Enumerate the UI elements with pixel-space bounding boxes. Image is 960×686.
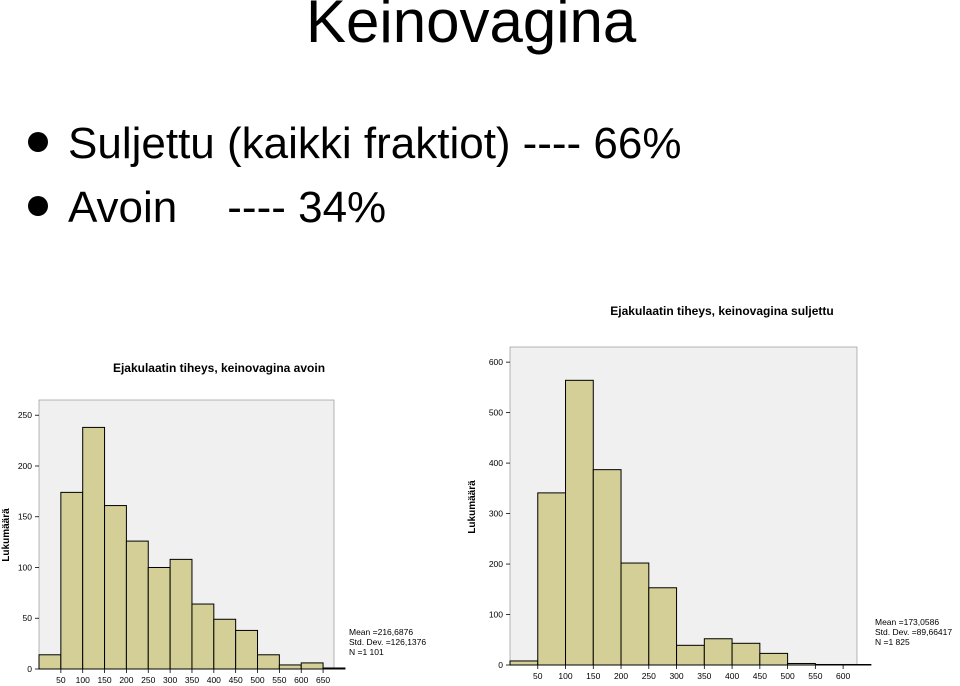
- y-tick-label: 50: [23, 613, 33, 623]
- chart-title: Ejakulaatin tiheys, keinovagina suljettu: [610, 304, 833, 318]
- y-tick-label: 100: [489, 610, 503, 620]
- x-tick-label: 500: [250, 675, 264, 685]
- histogram-bar: [213, 618, 237, 670]
- x-tick-label: 300: [163, 675, 177, 685]
- histogram-open: Ejakulaatin tiheys, keinovagina avoin Lu…: [1, 361, 426, 685]
- x-tick-label: 150: [97, 675, 111, 685]
- histogram-bar: [38, 654, 62, 670]
- x-tick-label: 400: [207, 675, 221, 685]
- y-tick-label: 200: [489, 559, 503, 569]
- histogram-closed: Ejakulaatin tiheys, keinovagina suljettu…: [467, 304, 952, 681]
- histogram-bar: [731, 642, 761, 666]
- histogram-bar: [125, 540, 149, 670]
- y-axis-label: Lukumäärä: [1, 508, 12, 562]
- histogram-bar: [676, 644, 705, 666]
- chart-title: Ejakulaatin tiheys, keinovagina avoin: [113, 361, 325, 375]
- x-tick-label: 450: [753, 671, 767, 681]
- histogram-bar: [509, 660, 539, 666]
- stat-line: Mean =216,6876: [349, 627, 413, 637]
- histogram-bar: [235, 629, 259, 670]
- x-tick-label: 550: [272, 675, 286, 685]
- x-tick-label: 450: [229, 675, 243, 685]
- x-tick-label: 600: [294, 675, 308, 685]
- histogram-bar: [147, 566, 171, 670]
- stat-line: Std. Dev. =89,66417: [875, 627, 952, 637]
- y-tick-label: 400: [489, 458, 503, 468]
- bullet-value-closed: ---- 66%: [522, 119, 682, 168]
- x-tick-label: 250: [642, 671, 656, 681]
- y-tick-label: 150: [18, 512, 32, 522]
- y-tick-label: 200: [18, 461, 32, 471]
- stat-line: Mean =173,0586: [875, 617, 939, 627]
- y-tick-label: 100: [18, 562, 32, 572]
- x-tick-label: 500: [781, 671, 795, 681]
- x-tick-label: 100: [558, 671, 572, 681]
- y-tick-label: 600: [489, 357, 503, 367]
- x-tick-label: 50: [56, 675, 66, 685]
- histogram-bar: [278, 664, 302, 670]
- x-tick-label: 100: [76, 675, 90, 685]
- y-tick-label: 0: [498, 660, 503, 670]
- histogram-bar: [759, 652, 789, 666]
- histogram-bar: [537, 492, 567, 666]
- y-tick-label: 300: [489, 509, 503, 519]
- histogram-bar: [648, 587, 678, 666]
- x-tick-label: 200: [119, 675, 133, 685]
- x-tick-label: 400: [725, 671, 739, 681]
- x-tick-label: 50: [533, 671, 543, 681]
- stat-line: N =1 825: [875, 637, 910, 647]
- histogram-bar: [60, 491, 84, 670]
- bullet-label-open: Avoin: [68, 183, 178, 232]
- bullet-dot-icon: [28, 196, 48, 216]
- histogram-bar: [300, 662, 324, 670]
- x-tick-label: 250: [141, 675, 155, 685]
- x-tick-label: 350: [697, 671, 711, 681]
- y-tick-label: 500: [489, 408, 503, 418]
- bullet-dot-icon: [28, 132, 48, 152]
- histogram-bar: [82, 426, 106, 670]
- y-tick-label: 0: [27, 664, 32, 674]
- histogram-bar: [592, 469, 622, 666]
- x-tick-label: 150: [586, 671, 600, 681]
- x-tick-label: 350: [185, 675, 199, 685]
- y-tick-label: 250: [18, 410, 32, 420]
- bullet-label-closed: Suljettu (kaikki fraktiot): [68, 119, 511, 168]
- histogram-bar: [620, 562, 650, 666]
- bullet-value-open: ---- 34%: [227, 183, 387, 232]
- histogram-bar: [703, 638, 733, 666]
- stat-line: Std. Dev. =126,1376: [349, 637, 426, 647]
- slide-title: Keinovagina: [306, 0, 637, 55]
- x-tick-label: 600: [836, 671, 850, 681]
- histogram-bar: [104, 505, 127, 670]
- stat-line: N =1 101: [349, 647, 384, 657]
- y-axis-label: Lukumäärä: [467, 480, 478, 534]
- histogram-bar: [191, 603, 215, 670]
- histogram-bar: [257, 654, 280, 670]
- x-tick-label: 550: [808, 671, 822, 681]
- x-tick-label: 200: [614, 671, 628, 681]
- x-tick-label: 650: [316, 675, 330, 685]
- x-tick-label: 300: [669, 671, 683, 681]
- histogram-bar: [565, 379, 594, 666]
- histogram-bar: [169, 558, 193, 670]
